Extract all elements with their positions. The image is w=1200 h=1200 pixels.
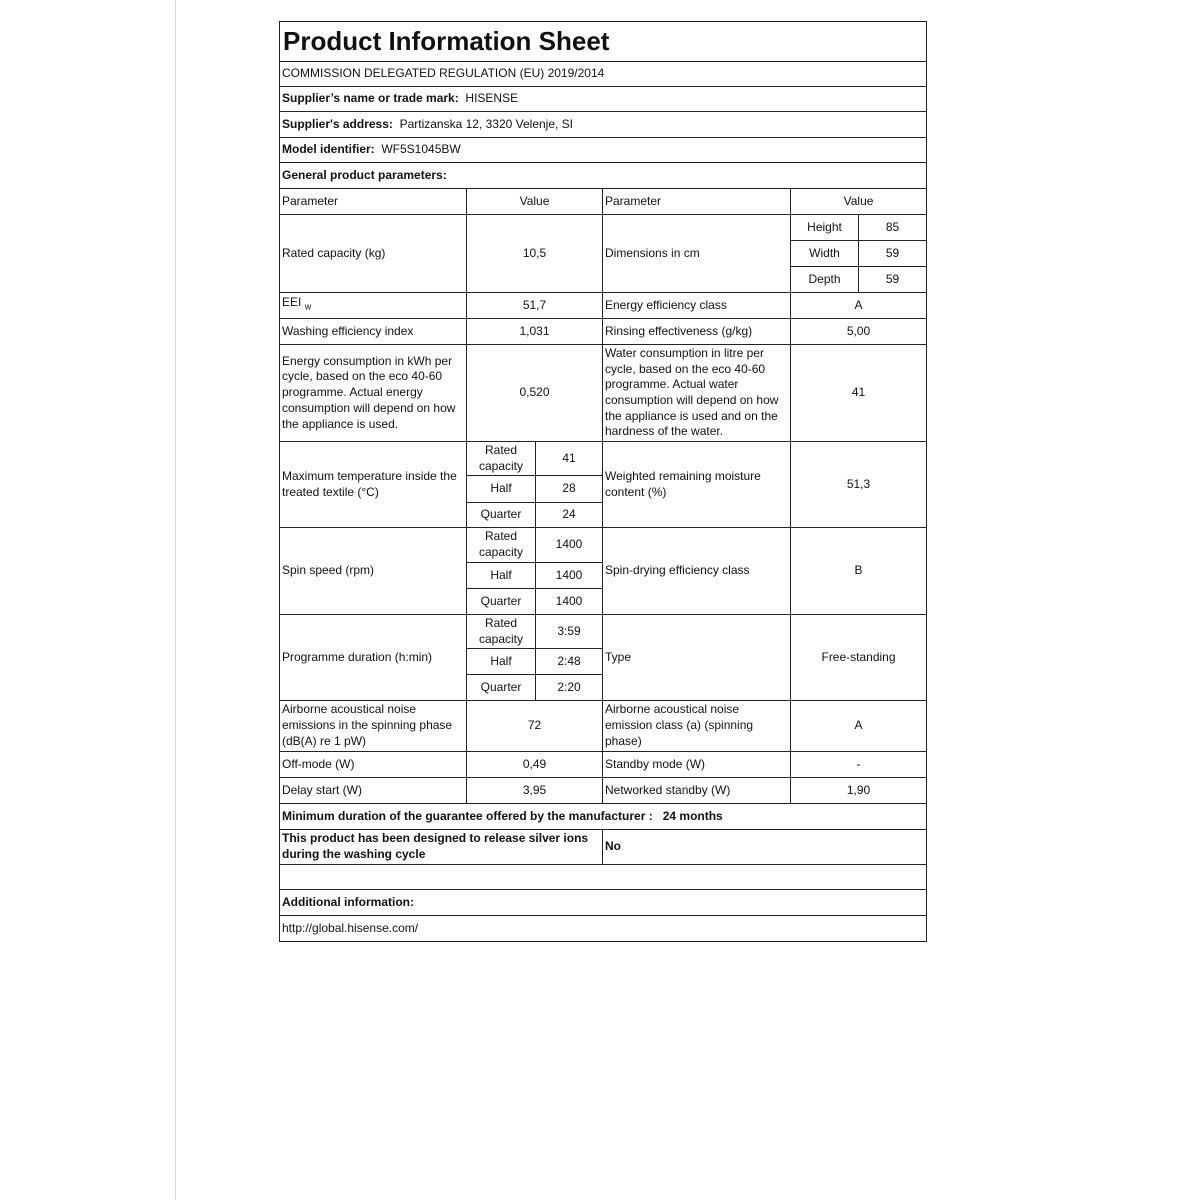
general-label: General product parameters: xyxy=(278,162,928,189)
rinsing-label: Rinsing effectiveness (g/kg) xyxy=(602,318,791,345)
model-row: Model identifier: WF5S1045BW xyxy=(278,137,928,163)
website-url: http://global.hisense.com/ xyxy=(278,915,928,942)
delay-start-value: 3,95 xyxy=(466,777,603,804)
noise-class-value: A xyxy=(789,700,928,752)
spin-speed-rated: 1400 xyxy=(535,527,603,563)
water-consumption-value: 41 xyxy=(789,344,928,442)
header-parameter-2: Parameter xyxy=(602,188,791,215)
regulation: COMMISSION DELEGATED REGULATION (EU) 201… xyxy=(278,61,928,87)
header-value: Value xyxy=(466,188,603,215)
duration-half: 2:48 xyxy=(535,648,603,675)
load-half-label: Half xyxy=(466,648,536,675)
off-mode-value: 0,49 xyxy=(466,751,603,778)
address-label: Supplier's address: xyxy=(282,116,393,131)
guarantee-value: 24 months xyxy=(662,808,723,823)
guarantee-row: Minimum duration of the guarantee offere… xyxy=(278,803,928,830)
load-half-label: Half xyxy=(466,475,536,503)
max-temp-quarter: 24 xyxy=(535,502,603,528)
supplier-row: Supplier’s name or trade mark: HISENSE xyxy=(278,86,928,112)
noise-value: 72 xyxy=(466,700,603,752)
eei-label: EEI W xyxy=(279,292,467,319)
duration-quarter: 2:20 xyxy=(535,674,603,701)
silver-ions-label: This product has been designed to releas… xyxy=(279,829,603,865)
off-mode-label: Off-mode (W) xyxy=(279,751,467,778)
spin-class-value: B xyxy=(789,527,928,615)
networked-standby-label: Networked standby (W) xyxy=(602,777,791,804)
duration-label: Programme duration (h:min) xyxy=(279,614,467,701)
spin-speed-quarter: 1400 xyxy=(535,588,603,615)
eei-text: EEI xyxy=(282,295,302,310)
rated-capacity-label: Rated capacity (kg) xyxy=(279,214,467,293)
empty-row xyxy=(278,864,928,890)
max-temp-label: Maximum temperature inside the treated t… xyxy=(279,441,467,528)
spin-speed-label: Spin speed (rpm) xyxy=(279,527,467,615)
width-label: Width xyxy=(790,240,859,267)
silver-ions-value: No xyxy=(601,829,928,865)
address-row: Supplier's address: Partizanska 12, 3320… xyxy=(278,111,928,138)
eei-subscript: W xyxy=(304,301,312,312)
header-value-2: Value xyxy=(789,188,928,215)
networked-standby-value: 1,90 xyxy=(789,777,928,804)
max-temp-rated: 41 xyxy=(535,441,603,476)
depth-label: Depth xyxy=(790,266,859,293)
load-rated-label: Rated capacity xyxy=(466,614,536,649)
energy-class-value: A xyxy=(789,292,928,319)
dimensions-label: Dimensions in cm xyxy=(602,214,791,293)
load-quarter-label: Quarter xyxy=(466,674,536,701)
washing-index-value: 1,031 xyxy=(466,318,603,345)
product-information-table: Product Information Sheet COMMISSION DEL… xyxy=(278,21,928,942)
additional-info-label: Additional information: xyxy=(278,889,928,916)
moisture-label: Weighted remaining moisture content (%) xyxy=(602,441,791,528)
standby-label: Standby mode (W) xyxy=(602,751,791,778)
guarantee-label: Minimum duration of the guarantee offere… xyxy=(282,808,653,823)
height-label: Height xyxy=(790,214,859,241)
type-value: Free-standing xyxy=(789,614,928,701)
max-temp-half: 28 xyxy=(535,475,603,503)
spin-class-label: Spin-drying efficiency class xyxy=(602,527,791,615)
load-rated-label: Rated capacity xyxy=(466,527,536,563)
header-parameter: Parameter xyxy=(279,188,467,215)
rated-capacity-value: 10,5 xyxy=(466,214,603,293)
depth-value: 59 xyxy=(857,266,928,293)
load-quarter-label: Quarter xyxy=(466,502,536,528)
delay-start-label: Delay start (W) xyxy=(279,777,467,804)
eei-value: 51,7 xyxy=(466,292,603,319)
rinsing-value: 5,00 xyxy=(789,318,928,345)
load-quarter-label: Quarter xyxy=(466,588,536,615)
noise-class-label: Airborne acoustical noise emission class… xyxy=(602,700,791,752)
load-half-label: Half xyxy=(466,562,536,589)
noise-label: Airborne acoustical noise emissions in t… xyxy=(279,700,467,752)
page-title: Product Information Sheet xyxy=(278,21,928,62)
energy-consumption-value: 0,520 xyxy=(466,344,603,442)
page-edge-line xyxy=(175,0,176,1200)
supplier-label: Supplier’s name or trade mark: xyxy=(282,91,459,106)
standby-value: - xyxy=(789,751,928,778)
washing-index-label: Washing efficiency index xyxy=(279,318,467,345)
energy-consumption-label: Energy consumption in kWh per cycle, bas… xyxy=(279,344,467,442)
model-label: Model identifier: xyxy=(282,142,375,157)
energy-class-label: Energy efficiency class xyxy=(602,292,791,319)
load-rated-label: Rated capacity xyxy=(466,441,536,476)
duration-rated: 3:59 xyxy=(535,614,603,649)
moisture-value: 51,3 xyxy=(789,441,928,528)
model-value: WF5S1045BW xyxy=(381,142,461,157)
height-value: 85 xyxy=(857,214,928,241)
spin-speed-half: 1400 xyxy=(535,562,603,589)
water-consumption-label: Water consumption in litre per cycle, ba… xyxy=(602,344,791,442)
width-value: 59 xyxy=(857,240,928,267)
address-value: Partizanska 12, 3320 Velenje, SI xyxy=(399,116,574,131)
supplier-value: HISENSE xyxy=(465,91,519,106)
type-label: Type xyxy=(602,614,791,701)
